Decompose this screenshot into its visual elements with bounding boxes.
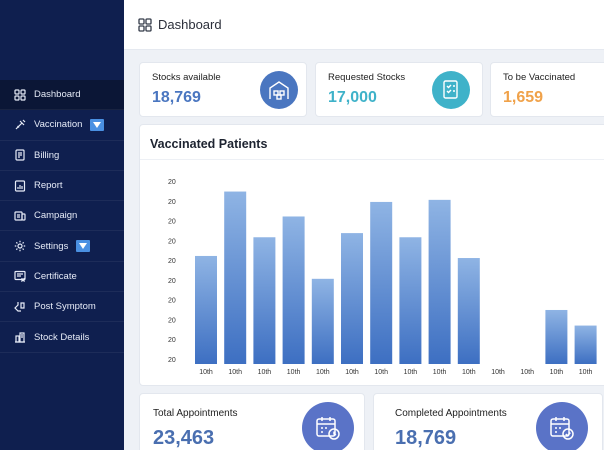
chart-bar[interactable] — [545, 309, 568, 364]
sidebar-item-label: Post Symptom — [34, 301, 96, 313]
vaccinated-patients-chart: 20 20 20 20 20 20 20 20 20 20 10th 10th 10th 10th 10th… — [168, 179, 597, 376]
chevron-down-icon[interactable] — [76, 240, 91, 253]
sidebar-item-settings[interactable]: Settings — [0, 231, 124, 262]
y-tick-label: 20 — [168, 357, 176, 364]
y-tick-label: 20 — [168, 219, 176, 226]
x-tick-label: 10th — [550, 369, 564, 376]
chart-title: Vaccinated Patients — [150, 137, 268, 151]
chart-bar[interactable] — [195, 255, 217, 364]
syringe-icon — [14, 119, 26, 131]
sidebar-item-label: Dashboard — [34, 89, 81, 101]
x-tick-label: 10th — [228, 369, 242, 376]
stat-value: 1,659 — [503, 89, 544, 106]
x-tick-label: 10th — [345, 369, 359, 376]
chart-bar[interactable] — [282, 216, 305, 364]
stat-label: To be Vaccinated — [503, 72, 576, 83]
chart-bar[interactable] — [370, 201, 393, 364]
card-value: 23,463 — [153, 427, 215, 449]
sidebar-item-label: Vaccination — [34, 119, 83, 131]
chart-bar[interactable] — [428, 199, 451, 364]
sidebar-item-campaign[interactable]: Campaign — [0, 201, 124, 232]
sidebar-item-stock-details[interactable]: Stock Details — [0, 322, 124, 353]
sidebar-item-label: Certificate — [34, 270, 77, 282]
y-tick-label: 20 — [168, 238, 176, 245]
x-tick-label: 10th — [433, 369, 447, 376]
x-tick-label: 10th — [199, 369, 213, 376]
top-header: Dashboard — [124, 0, 604, 50]
vaccinated-patients-card: Vaccinated Patients 20 20 20 20 20 20 20 20 20 20… — [139, 124, 604, 386]
chart-bar[interactable] — [224, 191, 247, 364]
billing-icon — [14, 149, 26, 161]
chart-bar[interactable] — [311, 278, 334, 364]
checklist-icon — [432, 71, 470, 109]
stat-value: 17,000 — [328, 89, 377, 106]
sidebar-item-label: Report — [34, 180, 63, 192]
page-title: Dashboard — [158, 17, 222, 32]
sidebar-item-report[interactable]: Report — [0, 171, 124, 202]
x-tick-label: 10th — [579, 369, 593, 376]
sidebar-item-label: Campaign — [34, 210, 78, 222]
sidebar-item-post-symptom[interactable]: Post Symptom — [0, 292, 124, 323]
calendar-check-icon — [536, 402, 588, 450]
y-tick-label: 20 — [168, 179, 176, 186]
stock-icon — [14, 331, 26, 343]
chart-bar[interactable] — [574, 325, 597, 364]
y-tick-label: 20 — [168, 199, 176, 206]
card-label: Total Appointments — [153, 408, 238, 419]
sidebar-nav: Dashboard Vaccination Billing Report — [0, 80, 124, 353]
stat-label: Stocks available — [152, 72, 221, 83]
x-tick-label: 10th — [316, 369, 330, 376]
sidebar-item-label: Stock Details — [34, 331, 90, 343]
sidebar-item-billing[interactable]: Billing — [0, 141, 124, 171]
chart-divider — [140, 159, 604, 160]
symptom-icon — [14, 301, 26, 313]
grid-icon — [14, 89, 26, 101]
y-tick-label: 20 — [168, 278, 176, 285]
stat-value: 18,769 — [152, 89, 201, 106]
stat-card-to-be-vaccinated[interactable]: To be Vaccinated 1,659 — [490, 62, 604, 117]
y-tick-label: 20 — [168, 317, 176, 324]
x-tick-label: 10th — [374, 369, 388, 376]
x-tick-label: 10th — [491, 369, 505, 376]
chevron-down-icon[interactable] — [90, 118, 105, 131]
chart-bar[interactable] — [341, 233, 363, 364]
report-icon — [14, 179, 26, 192]
completed-appointments-card[interactable]: Completed Appointments 18,769 — [373, 393, 603, 450]
chart-bar[interactable] — [253, 237, 276, 364]
sidebar-item-dashboard[interactable]: Dashboard — [0, 80, 124, 111]
calendar-clock-icon — [302, 402, 354, 450]
chart-bar[interactable] — [457, 258, 480, 364]
x-tick-label: 10th — [287, 369, 301, 376]
card-value: 18,769 — [395, 427, 457, 449]
sidebar-item-label: Settings — [34, 240, 69, 252]
gear-icon — [14, 240, 26, 252]
stat-card-stocks-available[interactable]: Stocks available 18,769 — [139, 62, 307, 117]
warehouse-icon — [260, 71, 298, 109]
total-appointments-card[interactable]: Total Appointments 23,463 — [139, 393, 365, 450]
sidebar-item-certificate[interactable]: Certificate — [0, 262, 124, 293]
chart-bar[interactable] — [399, 237, 422, 364]
sidebar-item-vaccination[interactable]: Vaccination — [0, 110, 124, 141]
stat-card-requested-stocks[interactable]: Requested Stocks 17,000 — [315, 62, 483, 117]
card-label: Completed Appointments — [395, 408, 507, 419]
stat-label: Requested Stocks — [328, 72, 406, 83]
x-tick-label: 10th — [258, 369, 272, 376]
certificate-icon — [14, 270, 26, 283]
campaign-icon — [14, 210, 26, 222]
x-tick-label: 10th — [462, 369, 476, 376]
x-tick-label: 10th — [520, 369, 534, 376]
y-tick-label: 20 — [168, 258, 176, 265]
y-tick-label: 20 — [168, 298, 176, 305]
x-tick-label: 10th — [404, 369, 418, 376]
sidebar-item-label: Billing — [34, 149, 60, 161]
sidebar: Dashboard Vaccination Billing Report — [0, 0, 124, 450]
y-tick-label: 20 — [168, 337, 176, 344]
grid-icon — [138, 17, 152, 32]
